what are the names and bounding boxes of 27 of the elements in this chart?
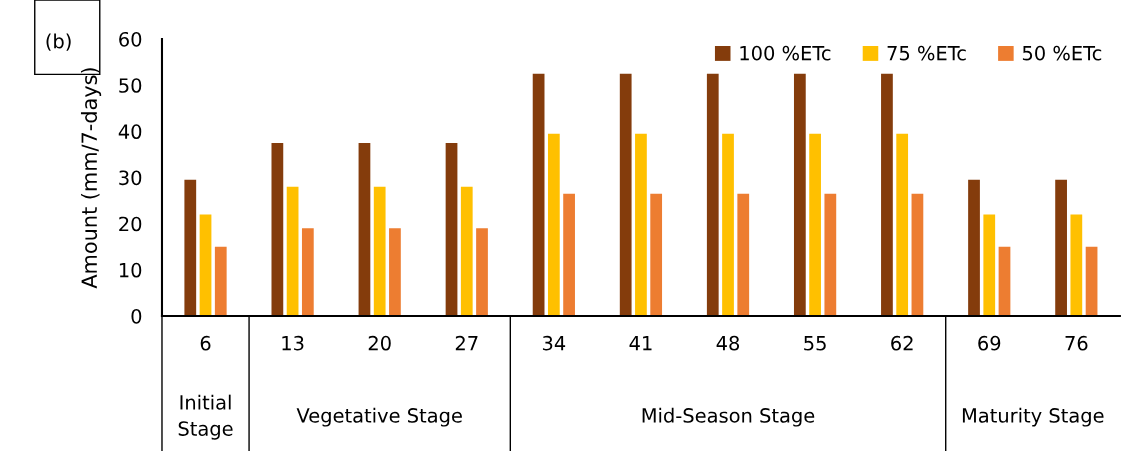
x-tick-label: 13 [282,335,304,351]
y-tick-label: 50 [119,78,142,93]
legend-label: 75 %ETc [887,45,966,61]
x-tick-label: 76 [1065,335,1088,351]
x-tick-label: 48 [716,335,740,351]
legend-label: 50 %ETc [1022,45,1102,61]
x-tick-label: 41 [629,336,652,351]
text: (b) [46,33,71,51]
text: Maturity Stage [962,407,1104,427]
legend-label: 100 %ETc [740,45,831,61]
y-axis-title: Amount (mm/7-days) [80,68,102,289]
text: Vegetative Stage [296,407,462,427]
y-tick-label: 20 [119,216,142,232]
x-tick-label: 27 [455,335,478,351]
text: Mid-Season Stage [642,407,815,427]
y-tick-label: 30 [119,170,142,186]
x-tick-label: 20 [368,335,391,351]
x-tick-label: 62 [891,335,913,351]
text: Initial Stage [178,394,233,440]
x-tick-label: 34 [542,335,566,351]
x-tick-label: 69 [978,335,1001,351]
y-tick-label: 0 [131,308,142,324]
y-tick-label: 10 [119,262,142,278]
x-tick-label: 6 [200,335,211,351]
y-tick-label: 60 [119,31,142,47]
y-tick-label: 40 [118,124,142,140]
x-tick-label: 55 [804,336,826,351]
